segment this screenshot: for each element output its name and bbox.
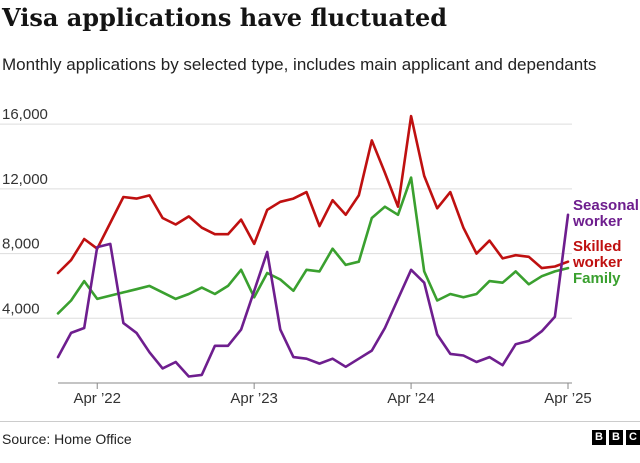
footer-divider <box>0 421 640 422</box>
x-tick-label: Apr ’25 <box>544 390 592 407</box>
x-tick-label: Apr ’22 <box>73 390 121 407</box>
series-line-family <box>56 176 570 315</box>
series-line-skilled-worker <box>56 114 570 275</box>
chart-subtitle: Monthly applications by selected type, i… <box>2 55 597 74</box>
y-tick-label: 12,000 <box>2 171 48 188</box>
bbc-logo: B B C <box>592 430 640 445</box>
series-label-family: Family <box>573 270 621 287</box>
bbc-logo-letter-b2: B <box>609 430 623 445</box>
series-label-seasonal-worker: worker <box>572 213 622 230</box>
chart-source: Source: Home Office <box>2 431 132 447</box>
bbc-logo-letter-c: C <box>626 430 640 445</box>
y-tick-label: 16,000 <box>2 106 48 123</box>
y-tick-label: 8,000 <box>2 236 40 253</box>
series-label-seasonal-worker: Seasonal <box>573 197 639 214</box>
series-line-seasonal-worker <box>56 213 570 378</box>
chart-title: Visa applications have fluctuated <box>2 3 448 32</box>
series-label-skilled-worker: worker <box>572 254 622 271</box>
x-tick-label: Apr ’24 <box>387 390 435 407</box>
y-tick-label: 4,000 <box>2 300 40 317</box>
line-chart: 4,000 8,000 12,000 16,000 Apr ’22 Apr ’23 Apr … <box>0 106 639 407</box>
bbc-logo-letter-b1: B <box>592 430 606 445</box>
x-tick-label: Apr ’23 <box>230 390 278 407</box>
series-label-skilled-worker: Skilled <box>573 238 621 255</box>
